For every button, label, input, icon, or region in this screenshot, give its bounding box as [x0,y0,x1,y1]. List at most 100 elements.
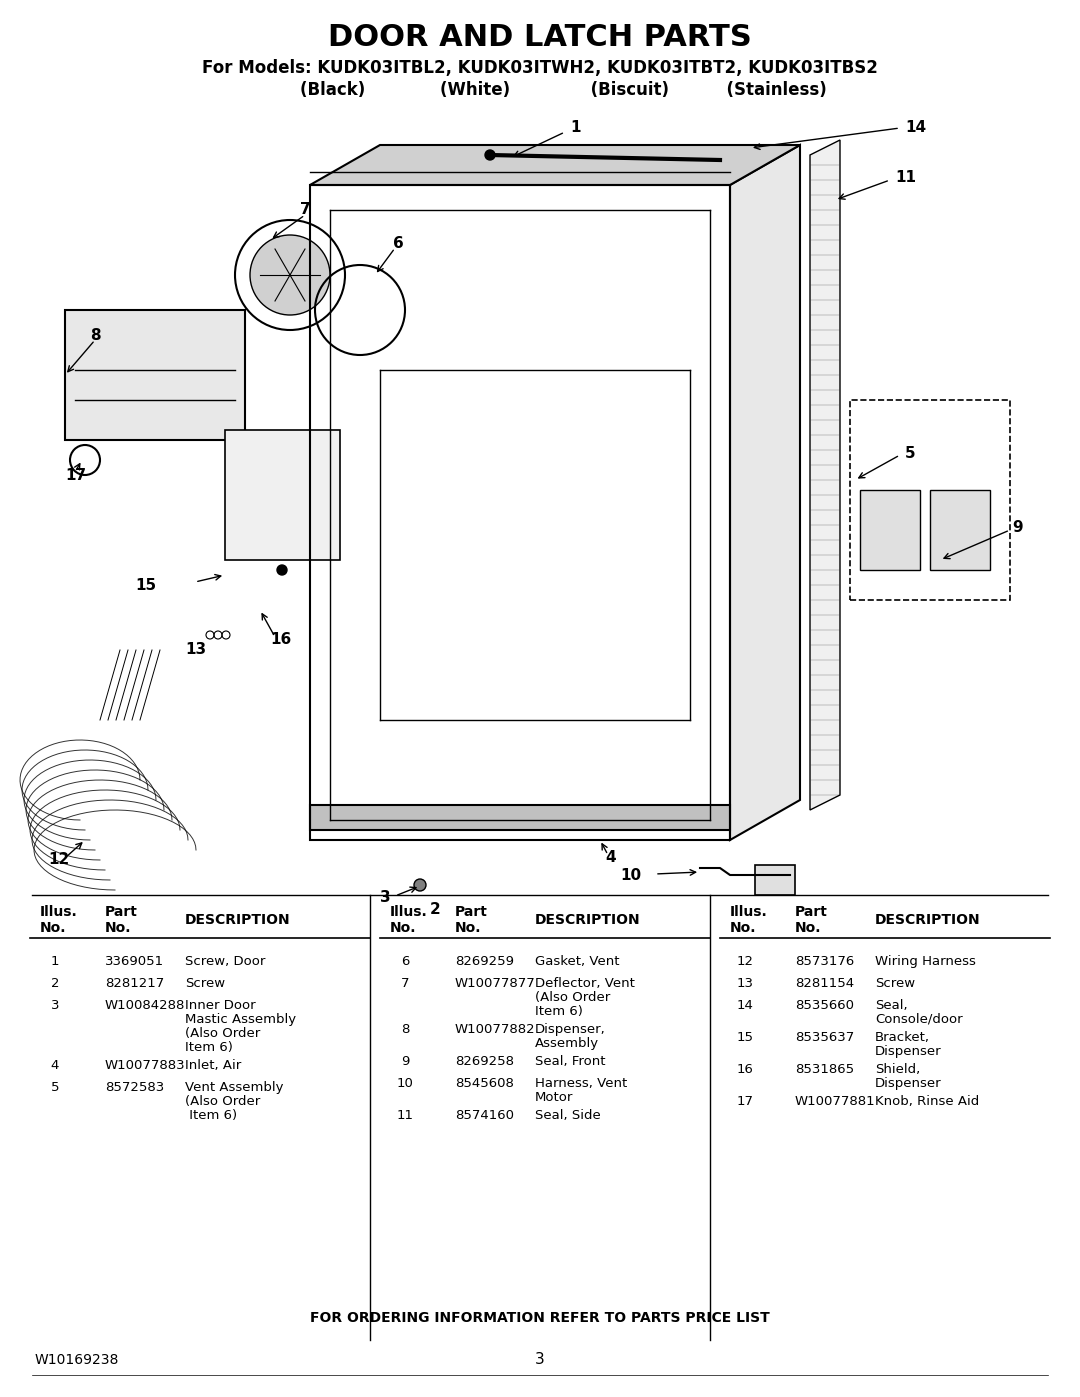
Text: 7: 7 [401,977,409,990]
Text: Item 6): Item 6) [535,1004,583,1018]
Polygon shape [730,145,800,840]
Polygon shape [310,145,800,184]
Text: 8269258: 8269258 [455,1055,514,1067]
Text: 8574160: 8574160 [455,1109,514,1122]
Text: W10169238: W10169238 [35,1354,120,1368]
Text: Dispenser,: Dispenser, [535,1023,606,1037]
Text: 8: 8 [401,1023,409,1037]
Circle shape [414,879,426,891]
Text: Vent Assembly: Vent Assembly [185,1081,283,1094]
Text: DESCRIPTION: DESCRIPTION [535,914,640,928]
Text: No.: No. [390,921,417,935]
Text: Seal, Front: Seal, Front [535,1055,606,1067]
Text: 16: 16 [737,1063,754,1076]
Text: Inlet, Air: Inlet, Air [185,1059,241,1071]
Text: 10: 10 [620,868,642,883]
Text: 1: 1 [570,120,581,136]
Text: 4: 4 [605,851,616,866]
Text: Illus.: Illus. [40,905,78,919]
Text: Bracket,: Bracket, [875,1031,930,1044]
Text: Seal,: Seal, [875,999,907,1011]
Text: 13: 13 [737,977,754,990]
Text: 8572583: 8572583 [105,1081,164,1094]
Text: (Also Order: (Also Order [185,1095,260,1108]
Text: No.: No. [730,921,756,935]
Text: (Also Order: (Also Order [535,990,610,1004]
Text: Wiring Harness: Wiring Harness [875,956,976,968]
Text: Knob, Rinse Aid: Knob, Rinse Aid [875,1095,980,1108]
Bar [850,400,1010,599]
Text: Item 6): Item 6) [185,1109,238,1122]
Text: 14: 14 [737,999,754,1011]
Text: FOR ORDERING INFORMATION REFER TO PARTS PRICE LIST: FOR ORDERING INFORMATION REFER TO PARTS … [310,1310,770,1324]
Text: 6: 6 [393,236,404,251]
Bar [930,490,990,570]
Text: Dispenser: Dispenser [875,1077,942,1090]
Text: Console/door: Console/door [875,1013,962,1025]
Text: Harness, Vent: Harness, Vent [535,1077,627,1090]
Text: 12: 12 [737,956,754,968]
Text: 5: 5 [51,1081,59,1094]
Text: 8535637: 8535637 [795,1031,854,1044]
Text: Gasket, Vent: Gasket, Vent [535,956,620,968]
Text: 3: 3 [51,999,59,1011]
Circle shape [485,149,495,161]
Text: Screw: Screw [875,977,915,990]
Text: 17: 17 [737,1095,754,1108]
Text: Screw: Screw [185,977,225,990]
Text: Inner Door: Inner Door [185,999,256,1011]
Text: 4: 4 [51,1059,59,1071]
Text: 9: 9 [1012,521,1023,535]
Text: No.: No. [795,921,822,935]
Text: 8269259: 8269259 [455,956,514,968]
Text: Shield,: Shield, [875,1063,920,1076]
Bar [65,310,245,440]
Text: 5: 5 [905,446,916,461]
Text: Assembly: Assembly [535,1037,599,1051]
Text: 8281217: 8281217 [105,977,164,990]
Text: 15: 15 [737,1031,754,1044]
Text: 16: 16 [270,633,292,647]
Polygon shape [810,140,840,810]
Text: DOOR AND LATCH PARTS: DOOR AND LATCH PARTS [328,24,752,53]
Text: (Also Order: (Also Order [185,1027,260,1039]
Text: Motor: Motor [535,1091,573,1104]
Text: DESCRIPTION: DESCRIPTION [185,914,291,928]
Text: Screw, Door: Screw, Door [185,956,266,968]
Text: 6: 6 [401,956,409,968]
Text: 3369051: 3369051 [105,956,164,968]
Bar [860,490,920,570]
Text: 7: 7 [300,203,311,218]
Text: No.: No. [105,921,132,935]
Text: 17: 17 [65,468,86,482]
Text: No.: No. [455,921,482,935]
Text: (Black)             (White)              (Biscuit)          (Stainless): (Black) (White) (Biscuit) (Stainless) [254,81,826,99]
Text: Dispenser: Dispenser [875,1045,942,1058]
Text: DESCRIPTION: DESCRIPTION [875,914,981,928]
Text: Part: Part [105,905,138,919]
Text: 8545608: 8545608 [455,1077,514,1090]
Text: Item 6): Item 6) [185,1041,233,1053]
Text: 3: 3 [380,890,391,905]
Circle shape [249,235,330,314]
Text: Mastic Assembly: Mastic Assembly [185,1013,296,1025]
Text: 8531865: 8531865 [795,1063,854,1076]
Text: No.: No. [40,921,67,935]
Bar [755,865,795,895]
Text: 10: 10 [396,1077,414,1090]
Text: Illus.: Illus. [730,905,768,919]
Text: 15: 15 [135,577,157,592]
Text: Illus.: Illus. [390,905,428,919]
Text: 2: 2 [430,902,441,918]
Text: W10077877: W10077877 [455,977,536,990]
Text: For Models: KUDK03ITBL2, KUDK03ITWH2, KUDK03ITBT2, KUDK03ITBS2: For Models: KUDK03ITBL2, KUDK03ITWH2, KU… [202,59,878,77]
Circle shape [276,564,287,576]
Text: 11: 11 [396,1109,414,1122]
Text: 3: 3 [535,1352,545,1368]
Text: 12: 12 [48,852,69,868]
Text: 14: 14 [905,120,927,136]
Text: 2: 2 [51,977,59,990]
Text: W10084288: W10084288 [105,999,186,1011]
Text: W10077882: W10077882 [455,1023,536,1037]
Text: Part: Part [795,905,828,919]
